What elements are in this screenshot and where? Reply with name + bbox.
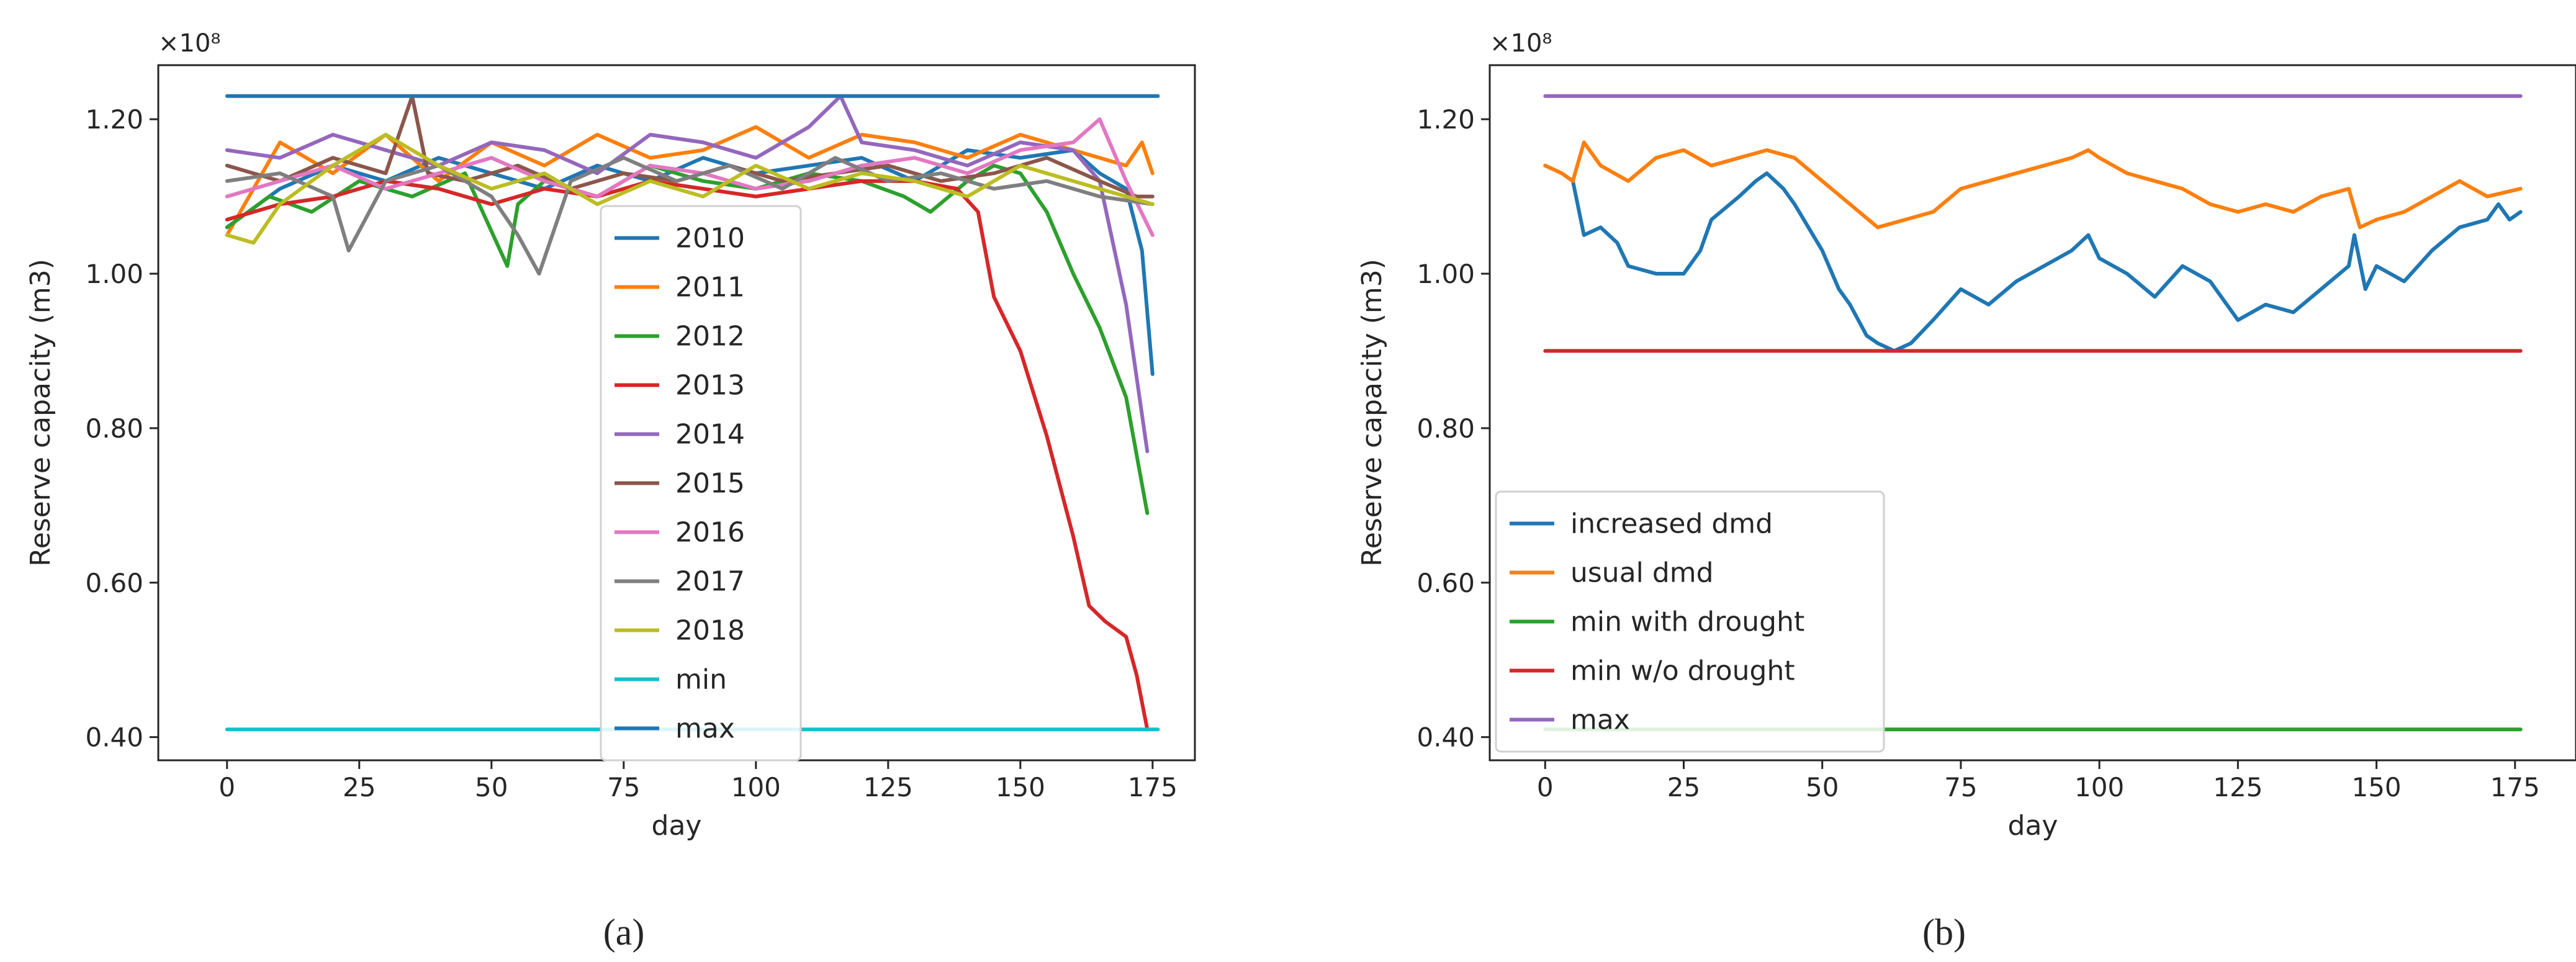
legend: 2010 2011 2012 2013 2014 2015 2016 2017 2018 min m… xyxy=(600,205,802,762)
axis-offset-text: ×10⁸ xyxy=(1490,29,1552,58)
legend: increased dmd usual dmd min with drought mi… xyxy=(1495,490,1885,753)
chart-panel-b: 0 25 50 75 100 125 150 175 0.40 0.60 0.80 1.00 1.20 d… xyxy=(1356,29,2576,953)
x-tick-label: 75 xyxy=(1944,772,1977,802)
x-tick-label: 125 xyxy=(2213,772,2263,802)
x-tick-label: 75 xyxy=(607,772,640,802)
series-line-2013 xyxy=(225,179,1150,732)
legend-label: 2017 xyxy=(675,566,745,598)
legend-label: min w/o drought xyxy=(1570,655,1795,687)
legend-label: 2010 xyxy=(675,223,745,254)
x-tick-label: 25 xyxy=(343,772,376,802)
y-tick-label: 0.60 xyxy=(1416,568,1475,598)
y-tick-label: 1.20 xyxy=(1416,104,1475,135)
legend-label: 2015 xyxy=(675,468,745,500)
series-line-2014 xyxy=(225,94,1150,454)
legend-label: max xyxy=(1570,704,1630,736)
legend-label: 2014 xyxy=(675,419,745,451)
series-line-2017 xyxy=(225,156,1155,276)
x-tick-label: 150 xyxy=(996,772,1045,802)
series-group xyxy=(1543,94,2523,732)
legend-label: min with drought xyxy=(1570,606,1804,638)
y-tick-label: 1.20 xyxy=(85,104,143,135)
y-tick-label: 0.40 xyxy=(85,722,143,753)
x-tick-label: 0 xyxy=(218,772,235,802)
x-tick-label: 100 xyxy=(731,772,781,802)
legend-label: max xyxy=(675,713,735,745)
legend-label: usual dmd xyxy=(1570,557,1714,589)
y-tick-label: 0.40 xyxy=(1416,722,1475,753)
x-tick-label: 175 xyxy=(1128,772,1178,802)
x-tick-label: 175 xyxy=(2490,772,2540,802)
legend-label: 2018 xyxy=(675,615,745,647)
x-tick-label: 150 xyxy=(2351,772,2401,802)
x-tick-label: 0 xyxy=(1537,772,1554,802)
chart-panel-a: 0 25 50 75 100 125 150 175 0.40 0.60 0.80 1.00 1.20 d… xyxy=(25,29,1196,953)
y-tick-label: 0.60 xyxy=(85,568,143,598)
legend-box xyxy=(1495,490,1885,753)
legend-box xyxy=(600,205,802,762)
axis-offset-text: ×10⁸ xyxy=(158,29,220,58)
legend-label: 2013 xyxy=(675,370,745,402)
series-group xyxy=(225,94,1160,732)
x-tick-label: 50 xyxy=(1806,772,1839,802)
y-axis-label: Reserve capacity (m3) xyxy=(1356,259,1388,567)
x-tick-label: 125 xyxy=(863,772,913,802)
legend-label: 2012 xyxy=(675,321,745,353)
legend-label: 2016 xyxy=(675,517,745,549)
x-axis-label: day xyxy=(652,810,702,842)
y-tick-label: 1.00 xyxy=(85,259,143,289)
y-tick-label: 1.00 xyxy=(1416,259,1475,289)
panel-caption: (a) xyxy=(603,912,645,953)
x-tick-label: 50 xyxy=(475,772,508,802)
y-axis-label: Reserve capacity (m3) xyxy=(25,259,56,567)
x-tick-label: 25 xyxy=(1667,772,1700,802)
y-tick-label: 0.80 xyxy=(85,413,143,444)
x-axis-label: day xyxy=(2008,810,2058,842)
y-tick-label: 0.80 xyxy=(1416,413,1475,444)
legend-label: min xyxy=(675,664,727,696)
x-tick-label: 100 xyxy=(2074,772,2124,802)
series-line-2018 xyxy=(225,133,1155,245)
series-line-usual-dmd xyxy=(1543,140,2523,230)
series-line-increased-dmd xyxy=(1543,163,2523,353)
panel-caption: (b) xyxy=(1922,912,1966,953)
legend-label: increased dmd xyxy=(1570,508,1773,540)
legend-label: 2011 xyxy=(675,272,745,303)
